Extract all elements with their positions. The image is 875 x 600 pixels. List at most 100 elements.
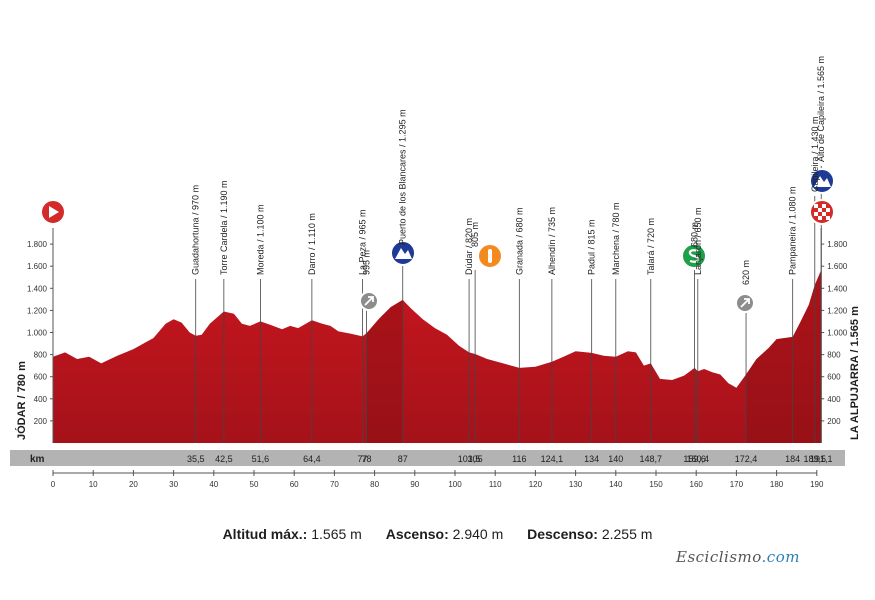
x-tick-label: 0	[51, 480, 56, 489]
x-tick-label: 80	[370, 480, 379, 489]
feed-zone-icon	[359, 291, 379, 311]
y-tick-label-left: 400	[34, 395, 48, 404]
y-tick-label-right: 600	[827, 373, 841, 382]
y-tick-label-left: 1.400	[27, 284, 48, 293]
x-tick-label: 40	[209, 480, 218, 489]
watermark-name: Esciclismo	[676, 548, 762, 566]
waypoint-label: Darro / 1.110 m	[307, 213, 317, 275]
max-altitude-label: Altitud máx.:	[222, 526, 308, 542]
waypoint-label: Dúdar / 820 m	[464, 218, 474, 275]
checker-square	[814, 204, 818, 208]
y-tick-label-right: 1.800	[827, 240, 848, 249]
y-tick-label-right: 400	[827, 395, 841, 404]
checkpoint-km-label: 78	[362, 454, 372, 464]
climb-shading	[366, 299, 403, 443]
feed-glyph	[740, 298, 750, 308]
max-altitude-value: 1.565 m	[311, 526, 362, 542]
descent-label: Descenso:	[527, 526, 598, 542]
waypoint-label: Alto de Capileira / 1.565 m	[816, 56, 826, 162]
checker-square	[822, 204, 826, 208]
y-tick-label-left: 1.000	[27, 329, 48, 338]
waypoint-label: Lanjarón / 650 m	[693, 207, 703, 275]
y-tick-label-left: 1.800	[27, 240, 48, 249]
watermark-logo: Esciclismo.com	[676, 548, 800, 566]
waypoint-label: Alhendín / 735 m	[547, 207, 557, 275]
waypoint-label: 680 m	[690, 222, 700, 247]
checkpoint-km-label: 124,1	[541, 454, 564, 464]
x-tick-label: 130	[569, 480, 583, 489]
checkpoint-km-label: 184	[785, 454, 800, 464]
mountain-pass-hc-icon	[809, 168, 835, 194]
waypoint-label: Moreda / 1.100 m	[255, 204, 265, 275]
waypoint-label: Pampaneira / 1.080 m	[788, 186, 798, 275]
finish-town-label: LA ALPUJARRA / 1.565 m	[849, 306, 861, 440]
checkpoint-km-label: 116	[512, 454, 526, 464]
mountain-glyph	[814, 176, 831, 187]
sprint-s-icon	[681, 243, 707, 269]
x-tick-label: 180	[770, 480, 784, 489]
waypoint-label: Puerto de los Blancares / 1.295 m	[398, 109, 408, 245]
km-band-label: km	[30, 454, 45, 465]
x-tick-label: 20	[129, 480, 138, 489]
checker-square	[818, 216, 822, 220]
checkpoint-km-label: 105	[468, 454, 483, 464]
km-band	[10, 450, 845, 466]
y-tick-label-left: 800	[34, 351, 48, 360]
finish-flag-icon	[809, 199, 835, 225]
waypoint-label: Talará / 720 m	[646, 218, 656, 275]
x-tick-label: 10	[89, 480, 98, 489]
y-tick-label-right: 200	[827, 417, 841, 426]
waypoint-label: Torre Cardela / 1.190 m	[219, 180, 229, 275]
feed-zone-icon	[735, 293, 755, 313]
checkpoint-km-label: 191,1	[810, 454, 833, 464]
mountain-glyph	[395, 248, 412, 259]
y-tick-label-right: 1.600	[827, 262, 848, 271]
checkpoint-km-label: 148,7	[640, 454, 663, 464]
checkpoint-km-label: 172,4	[735, 454, 758, 464]
intermediate-sprint-icon	[477, 243, 503, 269]
play-triangle	[49, 206, 59, 218]
x-tick-label: 140	[609, 480, 623, 489]
waypoint-label: Padul / 815 m	[587, 219, 597, 275]
x-tick-label: 120	[529, 480, 543, 489]
x-tick-label: 170	[730, 480, 744, 489]
checker-square	[826, 216, 830, 220]
descent-value: 2.255 m	[601, 526, 653, 542]
checkpoint-km-label: 160,4	[687, 454, 710, 464]
checkpoint-km-label: 51,6	[252, 454, 270, 464]
x-tick-label: 110	[489, 480, 502, 489]
x-tick-label: 70	[330, 480, 339, 489]
y-tick-label-right: 1.000	[827, 329, 848, 338]
climb-shading	[746, 270, 822, 443]
checkpoint-km-label: 103,5	[458, 454, 481, 464]
elevation-area	[53, 270, 822, 443]
waypoint-label: Capileira / 1.430 m	[810, 116, 820, 192]
y-tick-label-left: 1.600	[27, 262, 48, 271]
checkpoint-km-label: 64,4	[303, 454, 321, 464]
mountain-pass-3rd-icon	[390, 240, 416, 266]
start-flag-icon	[40, 199, 66, 225]
checkpoint-km-label: 159,6	[683, 454, 706, 464]
ascent-value: 2.940 m	[452, 526, 504, 542]
checkpoint-km-label: 134	[584, 454, 599, 464]
x-tick-label: 30	[169, 480, 178, 489]
checkpoint-km-label: 140	[608, 454, 623, 464]
checker-square	[822, 212, 826, 216]
waypoint-label: 995 m	[362, 250, 372, 275]
x-tick-label: 100	[448, 480, 462, 489]
descent-stat: Descenso: 2.255 m	[527, 526, 652, 542]
checkpoint-km-label: 35,5	[187, 454, 205, 464]
ascent-label: Ascenso:	[385, 526, 449, 542]
x-tick-label: 90	[410, 480, 419, 489]
x-tick-label: 150	[649, 480, 663, 489]
x-tick-label: 60	[290, 480, 299, 489]
y-tick-label-right: 1.400	[827, 284, 848, 293]
y-tick-label-left: 200	[34, 417, 48, 426]
x-tick-label: 50	[250, 480, 259, 489]
y-tick-label-left: 1.200	[27, 306, 48, 315]
watermark-suffix: .com	[761, 548, 800, 566]
waypoint-label: 620 m	[741, 260, 751, 285]
sprint-bar-glyph	[488, 249, 492, 263]
y-tick-label-left: 600	[34, 373, 48, 382]
max-altitude-stat: Altitud máx.: 1.565 m	[223, 526, 362, 542]
